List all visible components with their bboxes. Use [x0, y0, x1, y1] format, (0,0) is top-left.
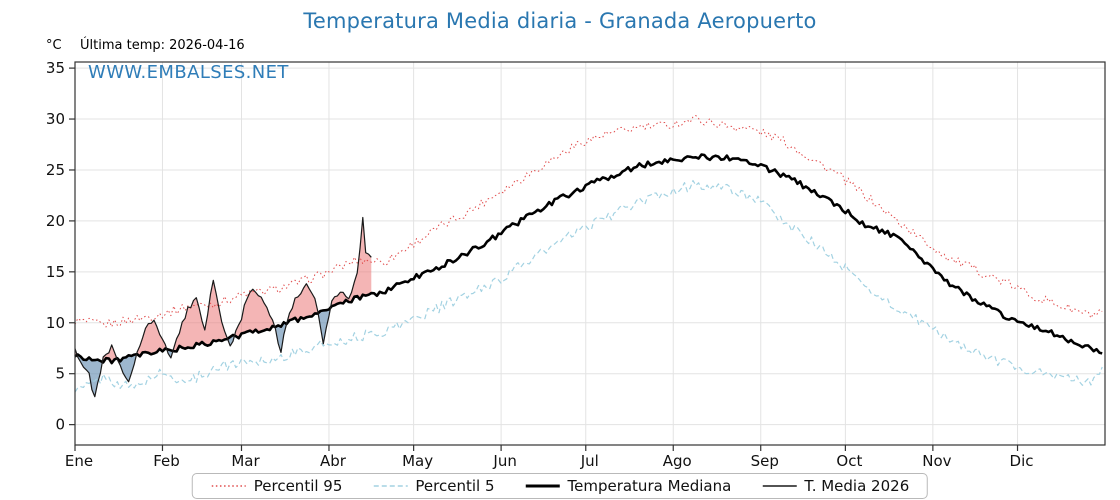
plot-border — [74, 61, 1106, 446]
x-tick-label: Sep — [751, 452, 779, 470]
legend-item-1: Percentil 95 — [211, 477, 343, 495]
x-tick-label: Mar — [231, 452, 260, 470]
legend-line-sample — [762, 485, 797, 487]
y-tick-label: 15 — [46, 263, 65, 281]
y-tick-label: 10 — [46, 314, 65, 332]
legend-line-sample — [211, 485, 246, 487]
y-tick-label: 35 — [46, 59, 65, 77]
x-tick-label: Feb — [153, 452, 180, 470]
y-tick-label: 30 — [46, 110, 65, 128]
chart-title: Temperatura Media diaria - Granada Aerop… — [303, 9, 817, 33]
legend-label: Percentil 5 — [415, 477, 495, 495]
x-tick-label: Abr — [320, 452, 347, 470]
last-temp-label: Última temp: 2026-04-16 — [80, 38, 245, 53]
y-tick-label: 0 — [55, 416, 65, 434]
x-tick-label: Dic — [1010, 452, 1034, 470]
y-tick-label: 20 — [46, 212, 65, 230]
legend-item-3: Temperatura Mediana — [524, 477, 731, 495]
fill-above-median — [75, 217, 372, 364]
x-tick-label: Ene — [65, 452, 93, 470]
legend: Percentil 95 Percentil 5 Temperatura Media… — [191, 473, 929, 499]
x-tick-label: Nov — [922, 452, 951, 470]
series-t-media-2026 — [74, 216, 372, 398]
y-unit-label: °C — [46, 38, 62, 53]
watermark-text: WWW.EMBALSES.NET — [88, 62, 289, 83]
legend-line-sample — [373, 485, 408, 487]
series-percentil-5 — [74, 179, 1103, 393]
legend-label: Percentil 95 — [253, 477, 343, 495]
x-tick-label: May — [402, 452, 433, 470]
series-percentil-95 — [74, 115, 1103, 328]
legend-item-2: Percentil 5 — [372, 477, 494, 495]
legend-line-sample — [525, 484, 560, 488]
x-tick-label: Jun — [492, 452, 516, 470]
series-temperatura-mediana — [74, 153, 1103, 365]
y-tick-label: 25 — [46, 161, 65, 179]
x-tick-label: Ago — [663, 452, 692, 470]
legend-label: Temperatura Mediana — [567, 477, 732, 495]
x-tick-label: Oct — [836, 452, 862, 470]
legend-item-4: T. Media 2026 — [761, 477, 909, 495]
y-tick-label: 5 — [55, 365, 65, 383]
legend-label: T. Media 2026 — [804, 477, 910, 495]
x-tick-label: Jul — [580, 452, 599, 470]
